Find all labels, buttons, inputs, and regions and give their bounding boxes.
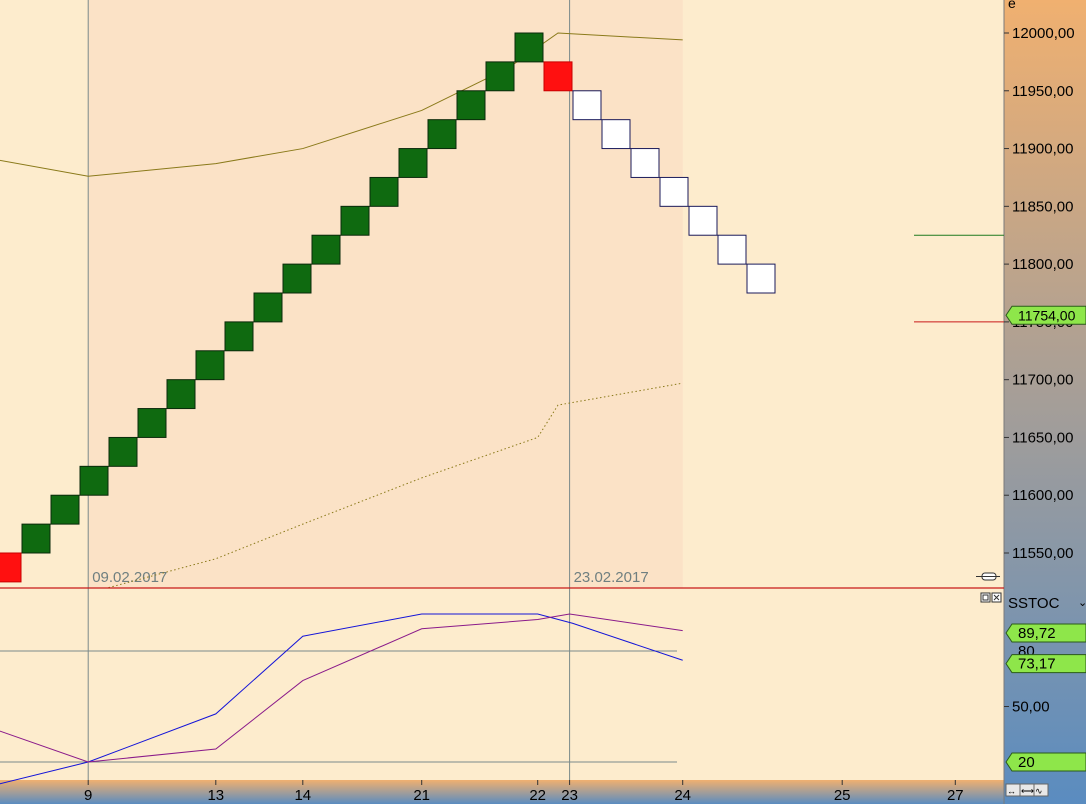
renko-brick-22 [630,148,660,178]
renko-brick-11 [311,234,341,265]
renko-brick-4 [108,436,138,467]
x-tick-label-0: 9 [84,787,92,804]
scroll-controls: ↔ ⟷ ∿ [1005,783,1049,797]
oscillator-title: SSTOC [1008,595,1060,612]
shaded-region [88,0,683,588]
price-tick-label-4: 11800,00 [1012,256,1073,273]
renko-brick-20 [572,90,602,121]
chart-style-glyph: ∿ [1035,786,1043,796]
renko-brick-13 [369,176,399,207]
close-icon-glyph [993,594,1000,601]
bands [0,32,683,589]
vertical-markers: 09.02.2017 23.02.2017 [87,0,649,780]
x-tick-label-3: 21 [413,787,430,804]
renko-brick-19 [543,61,573,92]
renko-brick-2 [50,494,80,525]
time-x-ticks: 9 13 14 21 22 23 24 25 27 [84,780,964,804]
renko-brick-17 [485,61,515,92]
price-tick-label-2: 11900,00 [1012,141,1073,158]
chevron-down-icon[interactable]: ⌄ [1078,597,1086,609]
price-tick-label-8: 11600,00 [1012,487,1073,504]
last-value-tag: 11754,00 [1005,305,1086,325]
renko-brick-9 [253,292,283,323]
renko-brick-14 [398,148,428,178]
x-tick-label-8: 27 [947,787,964,804]
oscillator-plot-area [0,590,1004,780]
scroll-expand-glyph: ⟷ [1021,786,1034,796]
chart-style-icon[interactable] [1033,783,1049,797]
osc-tick-label-0: 50,00 [1012,699,1050,716]
renko-brick-24 [688,205,718,236]
x-tick-label-4: 22 [529,787,546,804]
x-tick-label-1: 13 [207,787,224,804]
x-tick-label-7: 25 [834,787,851,804]
x-tick-label-6: 24 [674,787,691,804]
price-tick-label-9: 11550,00 [1012,545,1073,562]
renko-brick-25 [717,234,747,265]
x-tick-label-2: 14 [294,787,311,804]
renko-brick-23 [659,176,689,207]
osc-value-tag-2 [1005,654,1086,674]
renko-brick-7 [195,350,225,381]
osc-value-tag-0 [1005,623,1086,643]
last-value-label: 11754,00 [1018,307,1076,323]
oscillator-series [0,613,683,785]
price-axis-panel[interactable] [1004,0,1086,804]
upper-band-line [0,32,683,177]
level-lines [914,234,1004,323]
osc-series-line-0 [0,613,683,785]
renko-brick-15 [427,119,457,150]
vertical-marker-label-0: 09.02.2017 [92,569,167,586]
maximize-icon-inner [982,594,989,601]
renko-brick-12 [340,205,370,236]
price-tick-label-3: 11850,00 [1012,198,1073,215]
renko-brick-8 [224,321,254,352]
price-tick-label-1: 11950,00 [1012,83,1073,100]
renko-brick-26 [746,263,776,294]
vertical-marker-label-1: 23.02.2017 [574,569,649,586]
price-tick-label-0: 12000,00 [1012,25,1075,42]
renko-brick-10 [282,263,312,294]
osc-value-label-2: 73,17 [1018,656,1056,673]
renko-brick-21 [601,119,631,150]
last-value-tag-shape [1005,305,1086,325]
price-tick-label-7: 11650,00 [1012,429,1073,446]
oscillator-y-ticks: 50,00 [1004,699,1050,716]
osc-series-line-1 [0,613,683,763]
renko-brick-0 [0,552,22,583]
price-tick-label-6: 11700,00 [1012,372,1073,389]
oscillator-reference-lines [0,650,677,763]
panel-controls [980,592,1002,603]
x-tick-label-5: 23 [561,787,578,804]
renko-brick-16 [456,90,486,121]
osc-value-label-3: 20 [1018,754,1035,771]
scroll-left-right-glyph: ↔ [1007,786,1016,796]
renko-brick-3 [79,465,109,496]
pan-handle-icon[interactable] [976,572,1000,581]
osc-value-label-0: 89,72 [1018,625,1056,642]
renko-brick-6 [166,379,196,410]
osc-value-tag-3 [1005,752,1086,772]
renko-brick-18 [514,32,544,63]
renko-brick-5 [137,408,167,438]
maximize-icon[interactable] [980,592,991,603]
time-axis-panel[interactable] [0,780,1004,804]
renko-brick-1 [21,523,51,554]
axis-header: e [1008,0,1016,11]
renko-bricks [0,32,776,583]
lower-band-line [108,382,683,589]
